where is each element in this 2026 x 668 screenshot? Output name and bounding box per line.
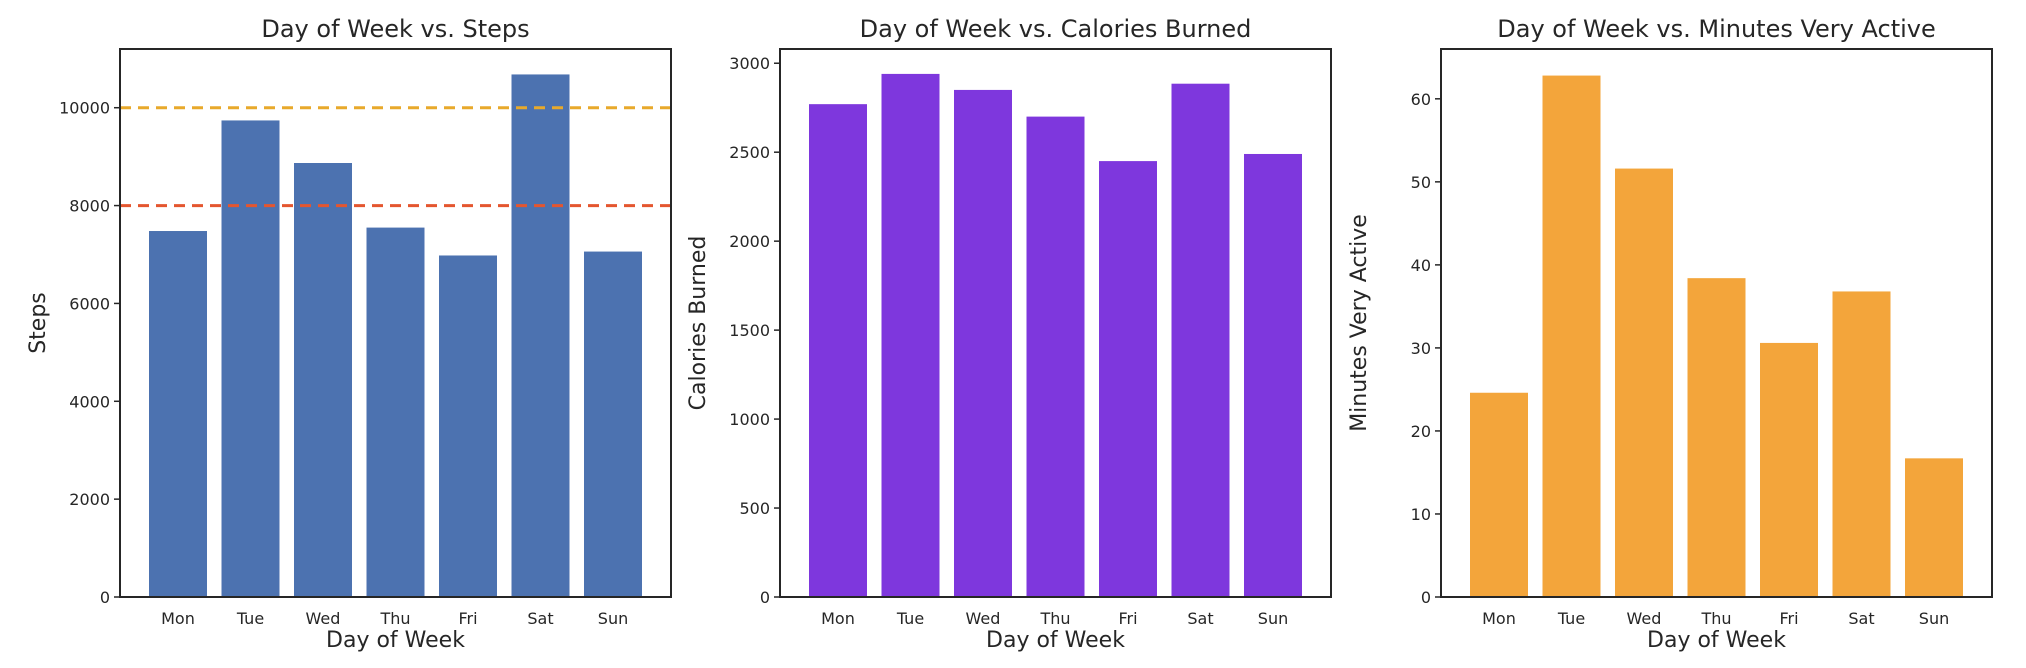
bar-sat (511, 74, 570, 597)
chart-title: Day of Week vs. Calories Burned (860, 15, 1252, 43)
bar-tue (221, 120, 280, 597)
chart-title: Day of Week vs. Minutes Very Active (1497, 15, 1936, 43)
bar-thu (366, 227, 425, 597)
bar-fri (1099, 161, 1157, 597)
bar-wed (1615, 168, 1673, 597)
y-tick-label: 20 (1411, 422, 1431, 441)
y-tick-label: 2000 (729, 232, 770, 251)
x-tick-label: Sun (1919, 609, 1949, 628)
y-tick-label: 2500 (729, 143, 770, 162)
x-tick-label: Sat (527, 609, 553, 628)
bar-sat (1832, 291, 1891, 597)
x-axis-label: Day of Week (1647, 628, 1786, 653)
chart-panel-2: Mon Tue Wed Thu Fri Sat Sun 0 500 1000 1500 2000 250… (686, 15, 1332, 653)
y-tick-label: 50 (1411, 173, 1431, 192)
bar-sun (1244, 153, 1302, 597)
bar-sun (584, 251, 642, 598)
plot-frame (119, 48, 672, 598)
y-tick-label: 0 (760, 588, 770, 607)
bar-mon (809, 104, 867, 597)
x-tick-label: Thu (1039, 609, 1070, 628)
y-tick-label: 6000 (69, 294, 110, 313)
bar-thu (1687, 278, 1746, 597)
x-tick-label: Fri (1779, 609, 1798, 628)
y-tick-label: 10 (1411, 505, 1431, 524)
bar-wed (954, 89, 1012, 597)
x-tick-label: Thu (1700, 609, 1731, 628)
x-tick-label: Mon (821, 609, 855, 628)
plot-frame (779, 48, 1332, 598)
x-tick-label: Sun (598, 609, 628, 628)
x-axis-label: Day of Week (326, 628, 465, 653)
y-tick-label: 0 (1421, 588, 1431, 607)
x-tick-label: Tue (1557, 609, 1585, 628)
x-axis-label: Day of Week (986, 628, 1125, 653)
bar-wed (294, 163, 352, 597)
x-tick-label: Wed (1627, 609, 1662, 628)
x-tick-label: Sun (1258, 609, 1288, 628)
y-axis-label: Steps (26, 292, 51, 354)
x-tick-label: Mon (1482, 609, 1516, 628)
y-tick-label: 1000 (729, 410, 770, 429)
bar-tue (1542, 75, 1601, 597)
x-tick-label: Tue (236, 609, 264, 628)
chart-panel-3: Mon Tue Wed Thu Fri Sat Sun 0 10 20 30 40 50 60 Day of… (1347, 15, 1993, 653)
bar-tue (881, 73, 940, 598)
chart-panel-1: Mon Tue Wed Thu Fri Sat Sun 0 2000 4000 6000 8000 10… (26, 15, 672, 653)
y-tick-label: 1500 (729, 321, 770, 340)
x-tick-label: Fri (1118, 609, 1137, 628)
y-tick-label: 30 (1411, 339, 1431, 358)
y-tick-label: 8000 (69, 197, 110, 216)
bar-mon (149, 231, 207, 597)
y-tick-label: 500 (739, 499, 770, 518)
bar-thu (1026, 116, 1085, 598)
y-tick-label: 0 (100, 588, 110, 607)
x-tick-label: Sat (1848, 609, 1874, 628)
x-tick-label: Mon (161, 609, 195, 628)
x-tick-label: Sat (1187, 609, 1213, 628)
y-tick-label: 60 (1411, 90, 1431, 109)
x-tick-label: Thu (379, 609, 410, 628)
x-tick-label: Wed (306, 609, 341, 628)
x-tick-label: Fri (458, 609, 477, 628)
plot-frame (1440, 48, 1993, 598)
bar-sat (1171, 83, 1230, 597)
y-tick-label: 40 (1411, 256, 1431, 275)
y-tick-label: 3000 (729, 54, 770, 73)
x-tick-label: Wed (966, 609, 1001, 628)
bar-sun (1905, 458, 1963, 597)
y-tick-label: 10000 (59, 99, 110, 118)
y-tick-label: 4000 (69, 392, 110, 411)
x-tick-label: Tue (896, 609, 924, 628)
y-axis-label: Calories Burned (686, 236, 711, 411)
bar-fri (439, 255, 497, 597)
bar-fri (1760, 342, 1818, 597)
y-tick-label: 2000 (69, 490, 110, 509)
bar-mon (1470, 392, 1528, 597)
chart-title: Day of Week vs. Steps (261, 15, 529, 43)
y-axis-label: Minutes Very Active (1347, 214, 1372, 432)
